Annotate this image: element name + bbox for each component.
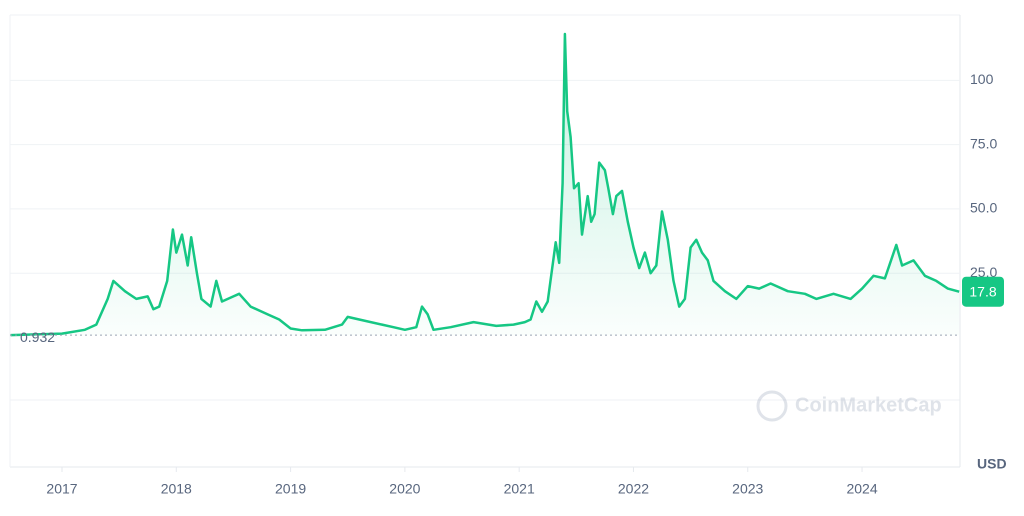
current-price-box <box>962 276 1004 307</box>
start-price-label: 0.932 <box>20 329 55 345</box>
watermark-logo <box>756 390 788 422</box>
x-tick-label: 2021 <box>504 481 535 497</box>
watermark: CoinMarketCap <box>795 394 942 416</box>
current-price-label: 17.8 <box>969 283 996 299</box>
x-tick-label: 2022 <box>618 481 649 497</box>
x-tick-label: 2018 <box>161 481 192 497</box>
price-area <box>10 34 960 336</box>
x-tick-label: 2023 <box>732 481 763 497</box>
price-line <box>10 32 960 337</box>
y-tick-label: 100 <box>970 71 994 87</box>
y-tick-label: 25.0 <box>970 264 997 280</box>
y-tick-label: 75.0 <box>970 135 997 151</box>
x-tick-label: 2017 <box>46 481 77 497</box>
watermark-group: CoinMarketCap <box>756 390 942 422</box>
x-tick-label: 2019 <box>275 481 306 497</box>
x-tick-label: 2024 <box>846 481 877 497</box>
x-tick-label: 2020 <box>389 481 420 497</box>
y-tick-label: 50.0 <box>970 200 997 216</box>
currency-label: USD <box>977 456 1007 472</box>
